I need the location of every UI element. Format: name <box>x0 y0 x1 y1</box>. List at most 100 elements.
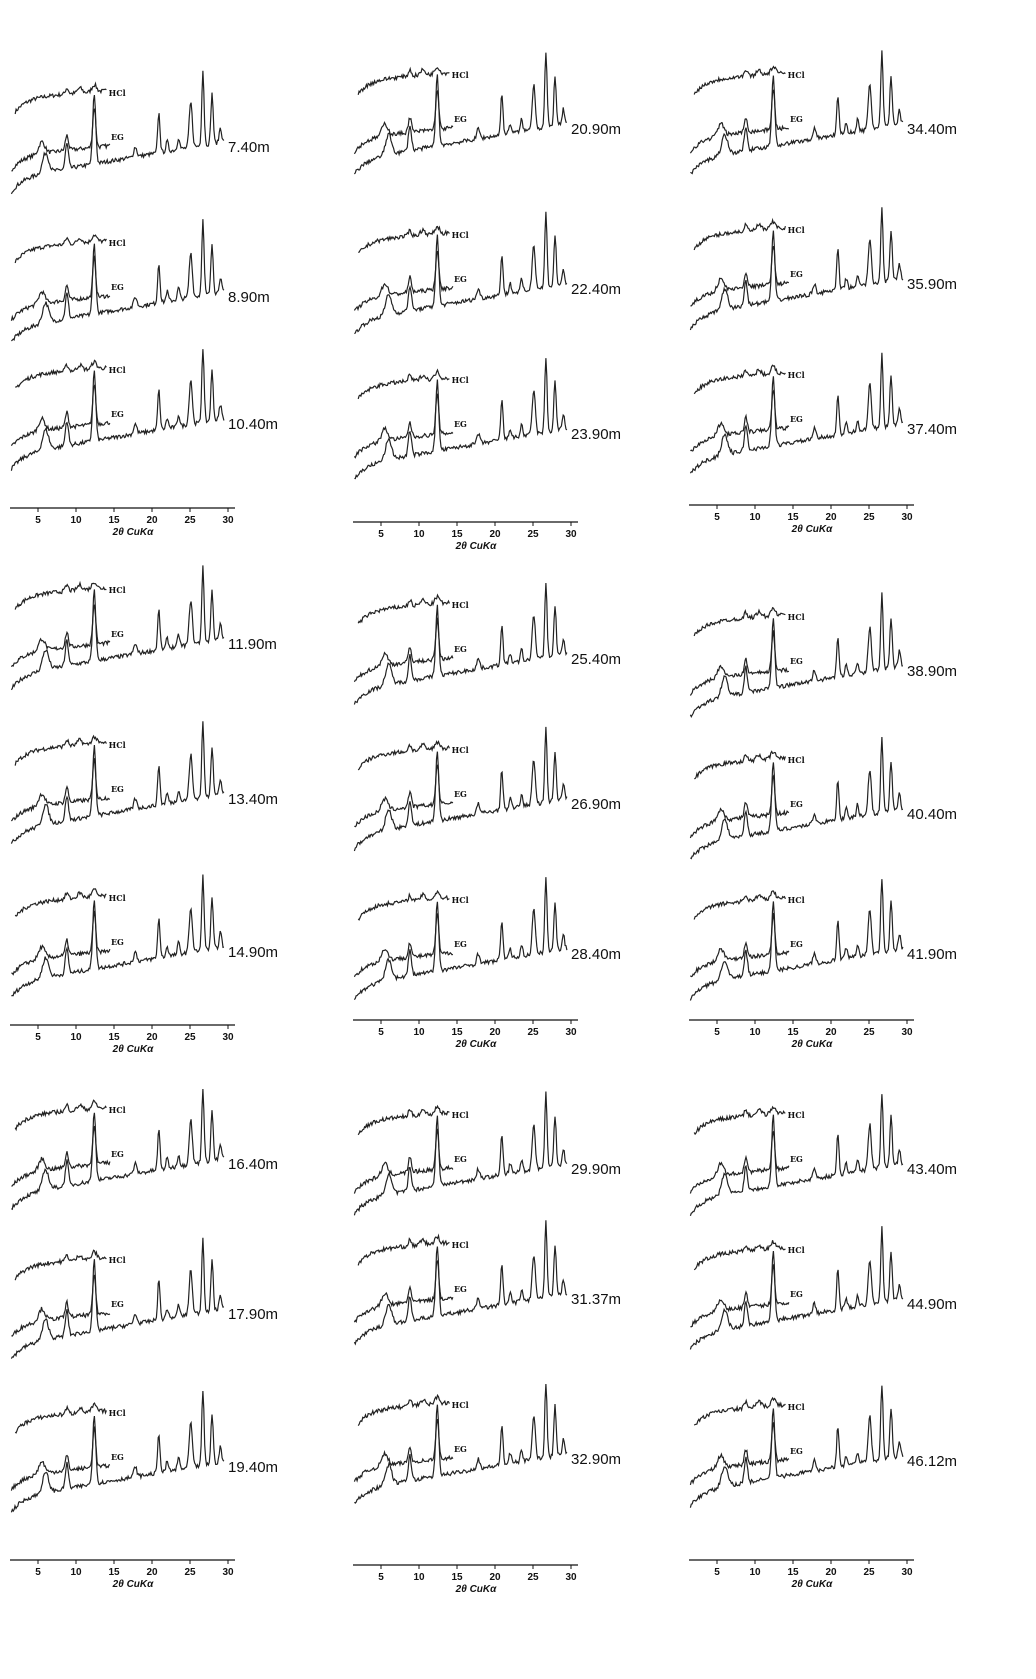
trace-raw <box>354 1383 568 1504</box>
trace-label: HCl <box>788 895 805 905</box>
tick-label: 5 <box>35 1567 41 1578</box>
tick-label: 25 <box>184 515 196 526</box>
tick-label: 25 <box>184 1032 196 1043</box>
depth-label: 43.40m <box>907 1161 957 1178</box>
trace-label: HCl <box>109 1255 126 1265</box>
trace-raw <box>689 1385 904 1508</box>
tick-label: 25 <box>527 1572 539 1583</box>
tick-label: 30 <box>222 1032 234 1043</box>
tick-label: 5 <box>378 1027 384 1038</box>
tick-label: 10 <box>749 1567 761 1578</box>
depth-label: 26.90m <box>571 796 621 813</box>
trace-raw <box>689 207 904 331</box>
trace-label: HCl <box>452 1400 469 1410</box>
tick-label: 30 <box>565 1027 577 1038</box>
depth-label: 16.40m <box>228 1156 278 1173</box>
trace-label: HCl <box>788 370 805 380</box>
trace-hcl <box>15 359 107 388</box>
trace-raw <box>689 352 904 474</box>
trace-label: HCl <box>109 585 126 595</box>
tick-label: 30 <box>222 515 234 526</box>
tick-label: 5 <box>378 1572 384 1583</box>
trace-raw <box>354 211 568 335</box>
tick-label: 20 <box>825 512 837 523</box>
tick-label: 15 <box>787 1027 799 1038</box>
trace-label: EG <box>454 789 467 799</box>
tick-label: 10 <box>70 515 82 526</box>
trace-label: EG <box>454 274 467 284</box>
trace-hcl <box>14 888 107 917</box>
depth-label: 31.37m <box>571 1291 621 1308</box>
trace-hcl <box>358 225 450 253</box>
tick-label: 30 <box>901 512 913 523</box>
tick-label: 20 <box>146 1032 158 1043</box>
trace-hcl <box>693 1240 786 1271</box>
trace-raw <box>689 1094 904 1216</box>
trace-hcl <box>357 1233 450 1266</box>
axis-label: 2θ CuKα <box>791 1039 833 1050</box>
trace-label: HCl <box>109 88 126 98</box>
trace-raw <box>354 358 568 480</box>
depth-label: 19.40m <box>228 1459 278 1476</box>
tick-label: 25 <box>527 529 539 540</box>
trace-hcl <box>357 1393 450 1426</box>
tick-label: 10 <box>413 1572 425 1583</box>
trace-hcl <box>357 889 450 921</box>
trace-raw <box>10 349 225 471</box>
tick-label: 15 <box>108 1032 120 1043</box>
trace-label: HCl <box>452 375 469 385</box>
trace-raw <box>690 736 904 860</box>
tick-label: 15 <box>787 1567 799 1578</box>
trace-label: EG <box>790 1154 803 1164</box>
tick-label: 25 <box>863 512 875 523</box>
trace-raw <box>10 70 225 195</box>
tick-label: 15 <box>787 512 799 523</box>
trace-label: HCl <box>109 238 126 248</box>
trace-label: HCl <box>788 1402 805 1412</box>
trace-hcl <box>693 364 786 395</box>
trace-label: EG <box>111 132 124 142</box>
depth-label: 38.90m <box>907 663 957 680</box>
trace-hcl <box>14 81 107 115</box>
depth-label: 20.90m <box>571 121 621 138</box>
depth-label: 37.40m <box>907 421 957 438</box>
trace-raw <box>11 1088 225 1211</box>
axis-label: 2θ CuKα <box>455 1039 497 1050</box>
trace-label: EG <box>111 1452 124 1462</box>
trace-hcl <box>693 606 786 637</box>
tick-label: 20 <box>489 1572 501 1583</box>
depth-label: 46.12m <box>907 1453 957 1470</box>
trace-label: HCl <box>109 893 126 903</box>
trace-label: HCl <box>788 755 805 765</box>
trace-raw <box>353 877 568 1001</box>
trace-hcl <box>14 1249 107 1281</box>
trace-raw <box>353 52 567 175</box>
trace-label: EG <box>454 644 467 654</box>
tick-label: 10 <box>70 1032 82 1043</box>
trace-label: EG <box>790 269 803 279</box>
depth-label: 13.40m <box>228 791 278 808</box>
trace-label: HCl <box>452 1240 469 1250</box>
tick-label: 10 <box>749 1027 761 1038</box>
tick-label: 20 <box>146 515 158 526</box>
trace-label: HCl <box>788 1245 805 1255</box>
tick-label: 15 <box>451 1572 463 1583</box>
tick-label: 25 <box>527 1027 539 1038</box>
tick-label: 20 <box>489 529 501 540</box>
tick-label: 10 <box>413 529 425 540</box>
depth-label: 41.90m <box>907 946 957 963</box>
tick-label: 5 <box>714 1567 720 1578</box>
trace-label: HCl <box>788 1110 805 1120</box>
trace-hcl <box>693 217 786 251</box>
trace-raw <box>353 1220 568 1346</box>
trace-label: HCl <box>788 225 805 235</box>
tick-label: 20 <box>825 1567 837 1578</box>
trace-hcl <box>693 1396 786 1426</box>
trace-label: EG <box>790 1289 803 1299</box>
trace-label: EG <box>454 1444 467 1454</box>
tick-label: 15 <box>108 1567 120 1578</box>
trace-raw <box>10 1390 225 1513</box>
depth-label: 10.40m <box>228 416 278 433</box>
depth-label: 25.40m <box>571 651 621 668</box>
